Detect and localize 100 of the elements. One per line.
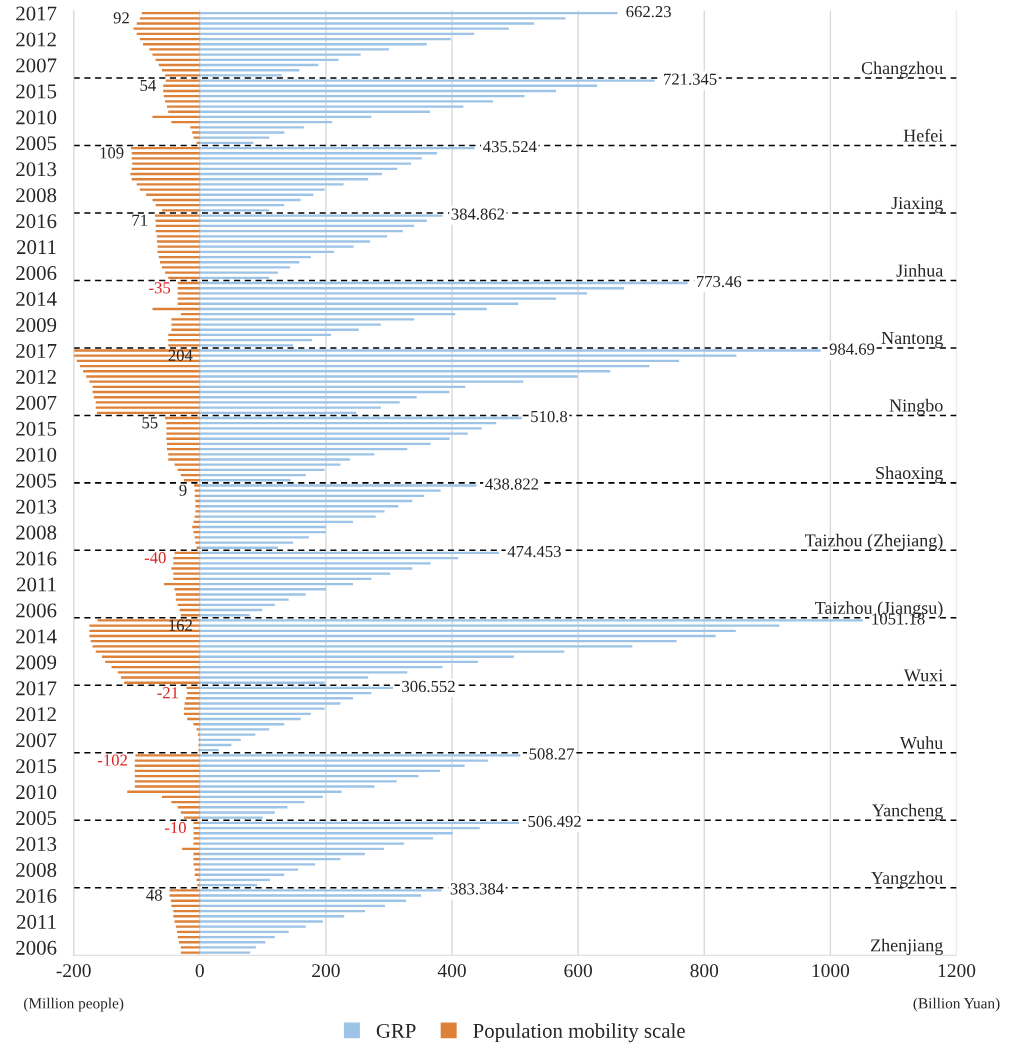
bar [199,567,413,570]
annotation: Wuxi [903,669,943,682]
y-tick-label: 2016 [16,551,57,566]
y-tick-label: 2015 [16,421,57,436]
y-tick-label: 2017 [16,343,57,358]
bar [193,821,200,825]
y-tick-label: 2006 [16,603,57,618]
bar [171,323,200,326]
bar [95,406,200,409]
x-tick-label: 200 [312,964,340,978]
bar [199,868,299,871]
annotation: Nantong [881,332,943,348]
y-tick-label: 2012 [16,707,56,722]
bar [166,432,200,435]
bar [190,126,200,129]
bar [194,515,200,518]
y-tick-label: 2010 [16,447,57,462]
bar [193,842,200,845]
bar [199,188,325,191]
bar [194,536,200,539]
bar [155,214,200,217]
bar [199,920,323,923]
data-label: 984.69 [829,343,875,355]
bar [193,837,200,840]
bar [199,48,389,51]
annotation: 48 [146,889,162,901]
annotation: 9 [179,484,187,496]
bar [187,691,200,695]
data-label: 510.8 [531,410,568,423]
bar [171,567,200,570]
data-label: 438.822 [485,478,539,490]
x-tick-label: 800 [690,964,719,978]
y-tick-label: 2012 [16,32,56,47]
bar [199,925,306,928]
bar [197,883,200,887]
data-label: 474.453 [507,545,561,558]
bar [161,209,200,212]
annotation: -21 [157,687,178,699]
bar [199,297,557,300]
bar [187,717,200,721]
data-label: 383.384 [450,883,504,895]
y-tick-label: 2008 [16,188,57,203]
annotation: Changzhou [861,61,943,78]
bar [199,349,821,352]
y-tick-label: 2014 [16,291,57,307]
bar [199,318,415,321]
y-tick-label: 2010 [16,110,57,125]
annotation: Ningbo [889,398,943,416]
bar [193,723,200,726]
bar [184,702,200,705]
y-tick-label: 2015 [16,84,57,99]
bar [199,100,494,103]
annotation: Yancheng [872,803,943,821]
bar [199,676,369,679]
bar [169,889,200,892]
bar [199,157,422,160]
bar [199,489,441,492]
bar [149,48,200,51]
bar [177,297,200,300]
bar [193,832,200,835]
annotation: Hefei [903,128,943,142]
bar [193,520,200,523]
bar [199,380,524,383]
bar [193,863,200,866]
bar [152,53,200,56]
y-tick-label: 2007 [16,733,57,748]
annotation: -102 [97,754,127,766]
bar [199,863,316,866]
bar [199,951,251,954]
data-label: 773.46 [696,276,742,288]
bar [131,157,200,160]
data-label: 306.552 [402,680,455,693]
bar [199,946,256,949]
y-tick-label: 2008 [16,525,57,540]
y-tick-label: 2008 [16,862,57,877]
bar [193,136,200,139]
bar [199,484,477,487]
y-tick-label: 2013 [16,836,57,852]
y-tick-label: 2011 [17,240,56,255]
bar [175,598,200,601]
bar [135,754,200,757]
bar [196,728,200,731]
bar [89,380,200,383]
bar [199,754,521,757]
x-tick-label: 0 [195,964,204,978]
bar [199,702,341,705]
y-tick-label: 2005 [16,136,57,151]
bar [193,852,200,856]
y-tick-label: 2012 [16,369,56,384]
bar [199,427,482,430]
bar [120,676,200,679]
y-tick-label: 2006 [16,266,57,281]
bar [199,292,587,295]
bar [184,707,200,710]
legend-label: GRP [376,1023,416,1038]
annotation: 54 [140,79,156,91]
bar [199,323,381,326]
bar [166,427,200,430]
bar [193,826,200,830]
bar [194,868,200,871]
